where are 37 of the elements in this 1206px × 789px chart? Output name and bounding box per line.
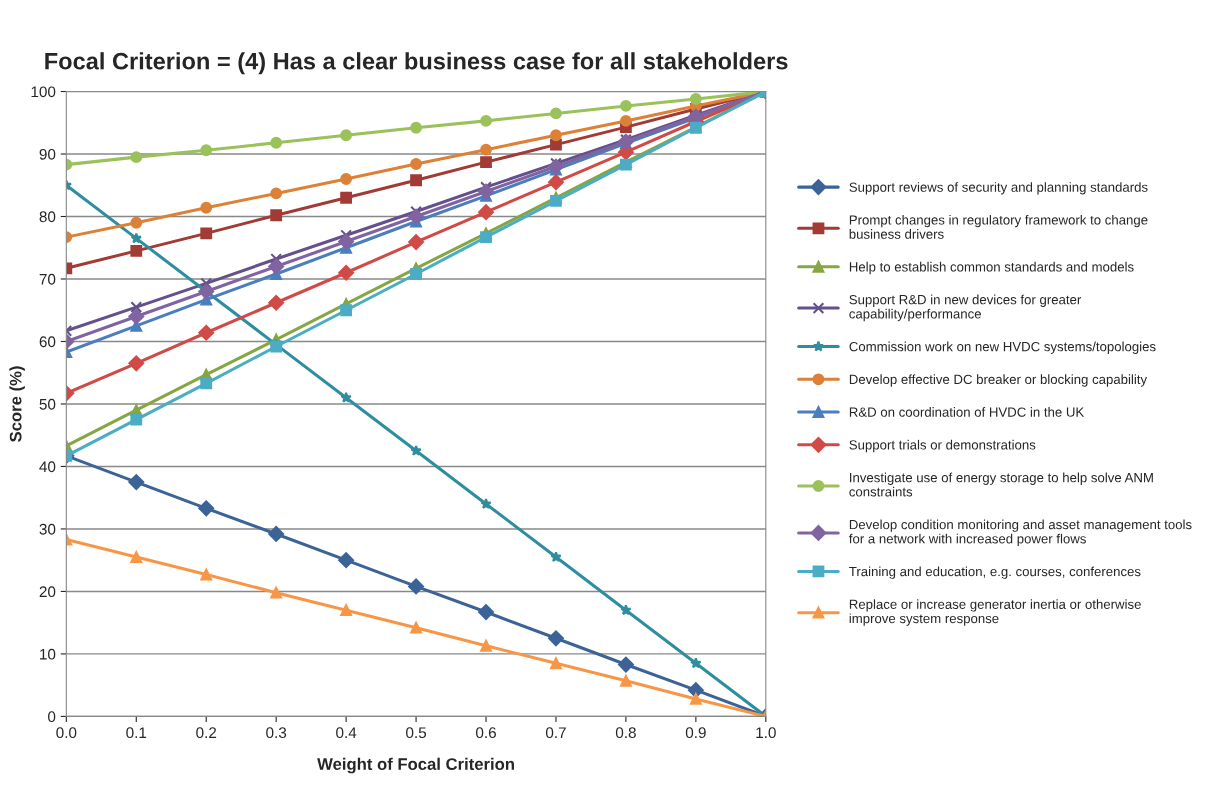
- x-tick-label: 0.4: [336, 727, 357, 739]
- legend-label: Prompt changes in regulatory framework to change business drivers: [849, 214, 1148, 239]
- x-tick-label: 0.8: [615, 727, 636, 739]
- legend-label: Develop effective DC breaker or blocking capability: [849, 374, 1148, 387]
- legend-label: Replace or increase generator inertia or otherwise improve system response: [849, 599, 1141, 626]
- legend-label: Investigate use of energy storage to help solve ANM constraints: [849, 472, 1153, 497]
- y-tick-label: 50: [39, 398, 56, 410]
- legend-label: Commission work on new HVDC systems/topologies: [849, 341, 1156, 354]
- x-tick-label: 0.5: [406, 727, 427, 739]
- x-tick-label: 0.7: [545, 727, 566, 739]
- y-tick-label: 40: [39, 461, 56, 473]
- x-tick-label: 0.1: [126, 727, 147, 739]
- legend-label: Help to establish common standards and models: [849, 261, 1134, 275]
- x-tick-label: 0.0: [56, 727, 77, 739]
- y-tick-label: 30: [39, 523, 56, 535]
- x-tick-label: 0.9: [685, 727, 706, 739]
- y-tick-label: 0: [48, 711, 56, 723]
- chart-title: Focal Criterion = (4) Has a clear business case for all stakeholders: [45, 52, 788, 75]
- legend-label: Support reviews of security and planning standards: [849, 182, 1148, 195]
- y-tick-label: 80: [39, 211, 56, 223]
- x-tick-label: 0.6: [476, 727, 496, 739]
- legend-label: R&D on coordination of HVDC in the UK: [849, 407, 1085, 417]
- y-tick-label: 20: [39, 586, 56, 598]
- legend-label: Support R&D in new devices for greater capability/performance: [849, 294, 1082, 322]
- x-tick-label: 0.2: [196, 727, 217, 739]
- y-tick-label: 10: [40, 648, 56, 660]
- y-tick-label: 70: [39, 273, 56, 285]
- legend-label: Support trials or demonstrations: [849, 439, 1036, 453]
- x-tick-label: 0.3: [266, 727, 287, 739]
- x-axis-title: Weight of Focal Criterion: [317, 757, 514, 774]
- x-tick-label: 1.0: [756, 727, 776, 739]
- legend-label: Training and education, e.g. courses, conferences: [849, 566, 1141, 579]
- y-tick-label: 100: [31, 86, 56, 98]
- legend-label: Develop condition monitoring and asset management tools for a network with increased power flows: [849, 519, 1192, 547]
- y-tick-label: 60: [39, 336, 56, 348]
- y-tick-label: 90: [39, 148, 56, 160]
- y-axis-title: Score (%): [9, 366, 25, 442]
